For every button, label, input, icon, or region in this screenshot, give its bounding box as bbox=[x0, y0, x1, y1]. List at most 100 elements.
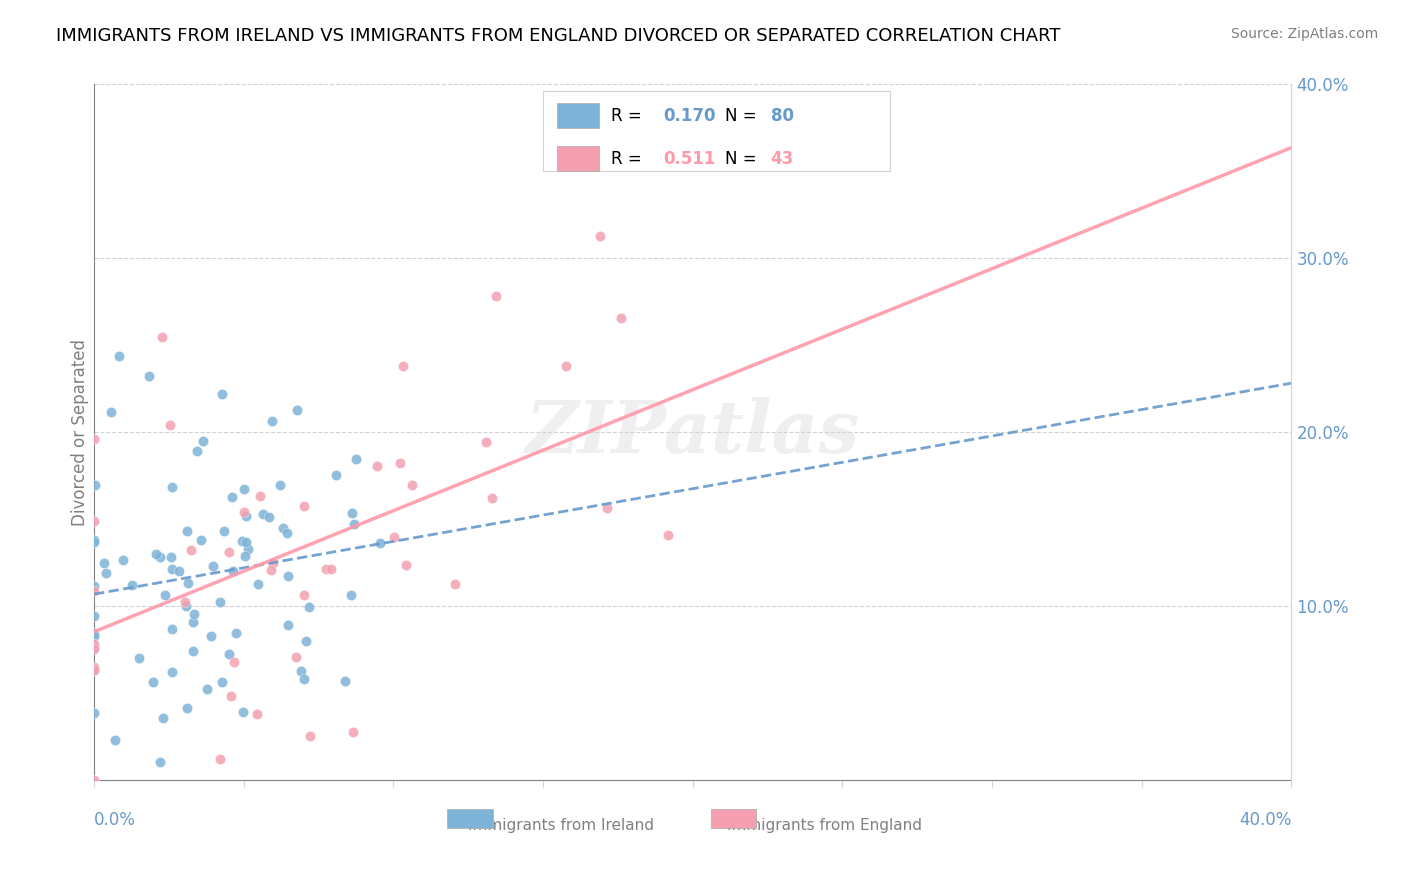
Point bbox=[83, 626, 105, 640]
Point bbox=[208, 752, 231, 766]
Point bbox=[475, 434, 498, 449]
Point bbox=[260, 414, 283, 428]
Point bbox=[342, 724, 364, 739]
Point bbox=[340, 507, 363, 521]
Point bbox=[83, 478, 105, 492]
Point bbox=[589, 229, 612, 244]
Point bbox=[368, 536, 391, 550]
Point bbox=[186, 444, 208, 458]
Point bbox=[236, 541, 259, 556]
Text: 40.0%: 40.0% bbox=[1239, 811, 1292, 829]
FancyBboxPatch shape bbox=[711, 809, 756, 829]
Point bbox=[284, 650, 307, 665]
FancyBboxPatch shape bbox=[447, 809, 494, 829]
Point bbox=[260, 563, 283, 577]
Point bbox=[211, 387, 233, 401]
Point bbox=[200, 629, 222, 643]
Point bbox=[193, 434, 215, 448]
Point bbox=[321, 562, 343, 576]
Point bbox=[174, 599, 197, 614]
Point bbox=[247, 576, 270, 591]
Point bbox=[153, 588, 176, 602]
Text: 0.0%: 0.0% bbox=[94, 811, 136, 829]
Point bbox=[83, 579, 105, 593]
FancyBboxPatch shape bbox=[543, 91, 890, 171]
Point bbox=[232, 482, 254, 496]
Point bbox=[298, 729, 321, 743]
Text: R =: R = bbox=[612, 107, 647, 125]
Text: ZIPatlas: ZIPatlas bbox=[526, 397, 860, 467]
Point bbox=[481, 491, 503, 505]
Point bbox=[176, 524, 198, 539]
Point bbox=[335, 673, 357, 688]
Point bbox=[225, 626, 247, 640]
Point bbox=[176, 575, 198, 590]
Point bbox=[252, 507, 274, 521]
Point bbox=[257, 509, 280, 524]
Point bbox=[271, 521, 294, 535]
Point bbox=[388, 457, 411, 471]
Point bbox=[401, 478, 423, 492]
Point bbox=[218, 647, 240, 661]
Point bbox=[211, 674, 233, 689]
Point bbox=[224, 655, 246, 669]
Text: R =: R = bbox=[612, 150, 647, 168]
Point bbox=[657, 528, 679, 542]
Point bbox=[181, 644, 204, 658]
Point bbox=[160, 550, 183, 565]
Text: IMMIGRANTS FROM IRELAND VS IMMIGRANTS FROM ENGLAND DIVORCED OR SEPARATED CORRELA: IMMIGRANTS FROM IRELAND VS IMMIGRANTS FR… bbox=[56, 27, 1060, 45]
Point bbox=[108, 349, 131, 363]
Text: N =: N = bbox=[725, 107, 762, 125]
Point bbox=[180, 542, 202, 557]
Text: Immigrants from Ireland: Immigrants from Ireland bbox=[468, 818, 654, 833]
Point bbox=[160, 622, 183, 636]
FancyBboxPatch shape bbox=[558, 146, 599, 171]
Text: Source: ZipAtlas.com: Source: ZipAtlas.com bbox=[1230, 27, 1378, 41]
Point bbox=[315, 562, 337, 576]
Point bbox=[292, 588, 315, 602]
Point bbox=[150, 330, 173, 344]
Point bbox=[181, 615, 204, 629]
Point bbox=[219, 689, 242, 703]
Point bbox=[83, 640, 105, 654]
Point bbox=[276, 526, 298, 541]
Point bbox=[443, 576, 465, 591]
Point bbox=[83, 637, 105, 651]
Text: Immigrants from England: Immigrants from England bbox=[727, 818, 922, 833]
Point bbox=[218, 545, 240, 559]
Point bbox=[292, 499, 315, 513]
Point bbox=[162, 562, 184, 576]
Point bbox=[295, 634, 318, 648]
Point bbox=[83, 533, 105, 547]
Point bbox=[262, 556, 284, 570]
Point bbox=[555, 359, 578, 373]
Point bbox=[235, 509, 257, 524]
Point bbox=[201, 558, 224, 573]
Point bbox=[231, 534, 253, 549]
Point bbox=[83, 663, 105, 677]
Point bbox=[145, 547, 167, 561]
Point bbox=[610, 311, 633, 326]
Point bbox=[235, 534, 257, 549]
Point bbox=[83, 584, 105, 599]
Point bbox=[162, 665, 184, 679]
Point bbox=[169, 564, 191, 578]
Point bbox=[183, 607, 205, 622]
Point bbox=[128, 651, 150, 665]
Point bbox=[83, 642, 105, 657]
Point bbox=[221, 490, 243, 504]
Point bbox=[83, 629, 105, 643]
Point bbox=[344, 452, 367, 467]
Text: 0.170: 0.170 bbox=[662, 107, 716, 125]
Point bbox=[83, 772, 105, 787]
FancyBboxPatch shape bbox=[558, 103, 599, 128]
Point bbox=[152, 711, 174, 725]
Point bbox=[93, 556, 115, 570]
Point bbox=[83, 659, 105, 673]
Point bbox=[277, 569, 299, 583]
Text: N =: N = bbox=[725, 150, 762, 168]
Point bbox=[339, 588, 361, 602]
Point bbox=[277, 618, 299, 632]
Text: 43: 43 bbox=[770, 150, 794, 168]
Point bbox=[103, 733, 125, 747]
